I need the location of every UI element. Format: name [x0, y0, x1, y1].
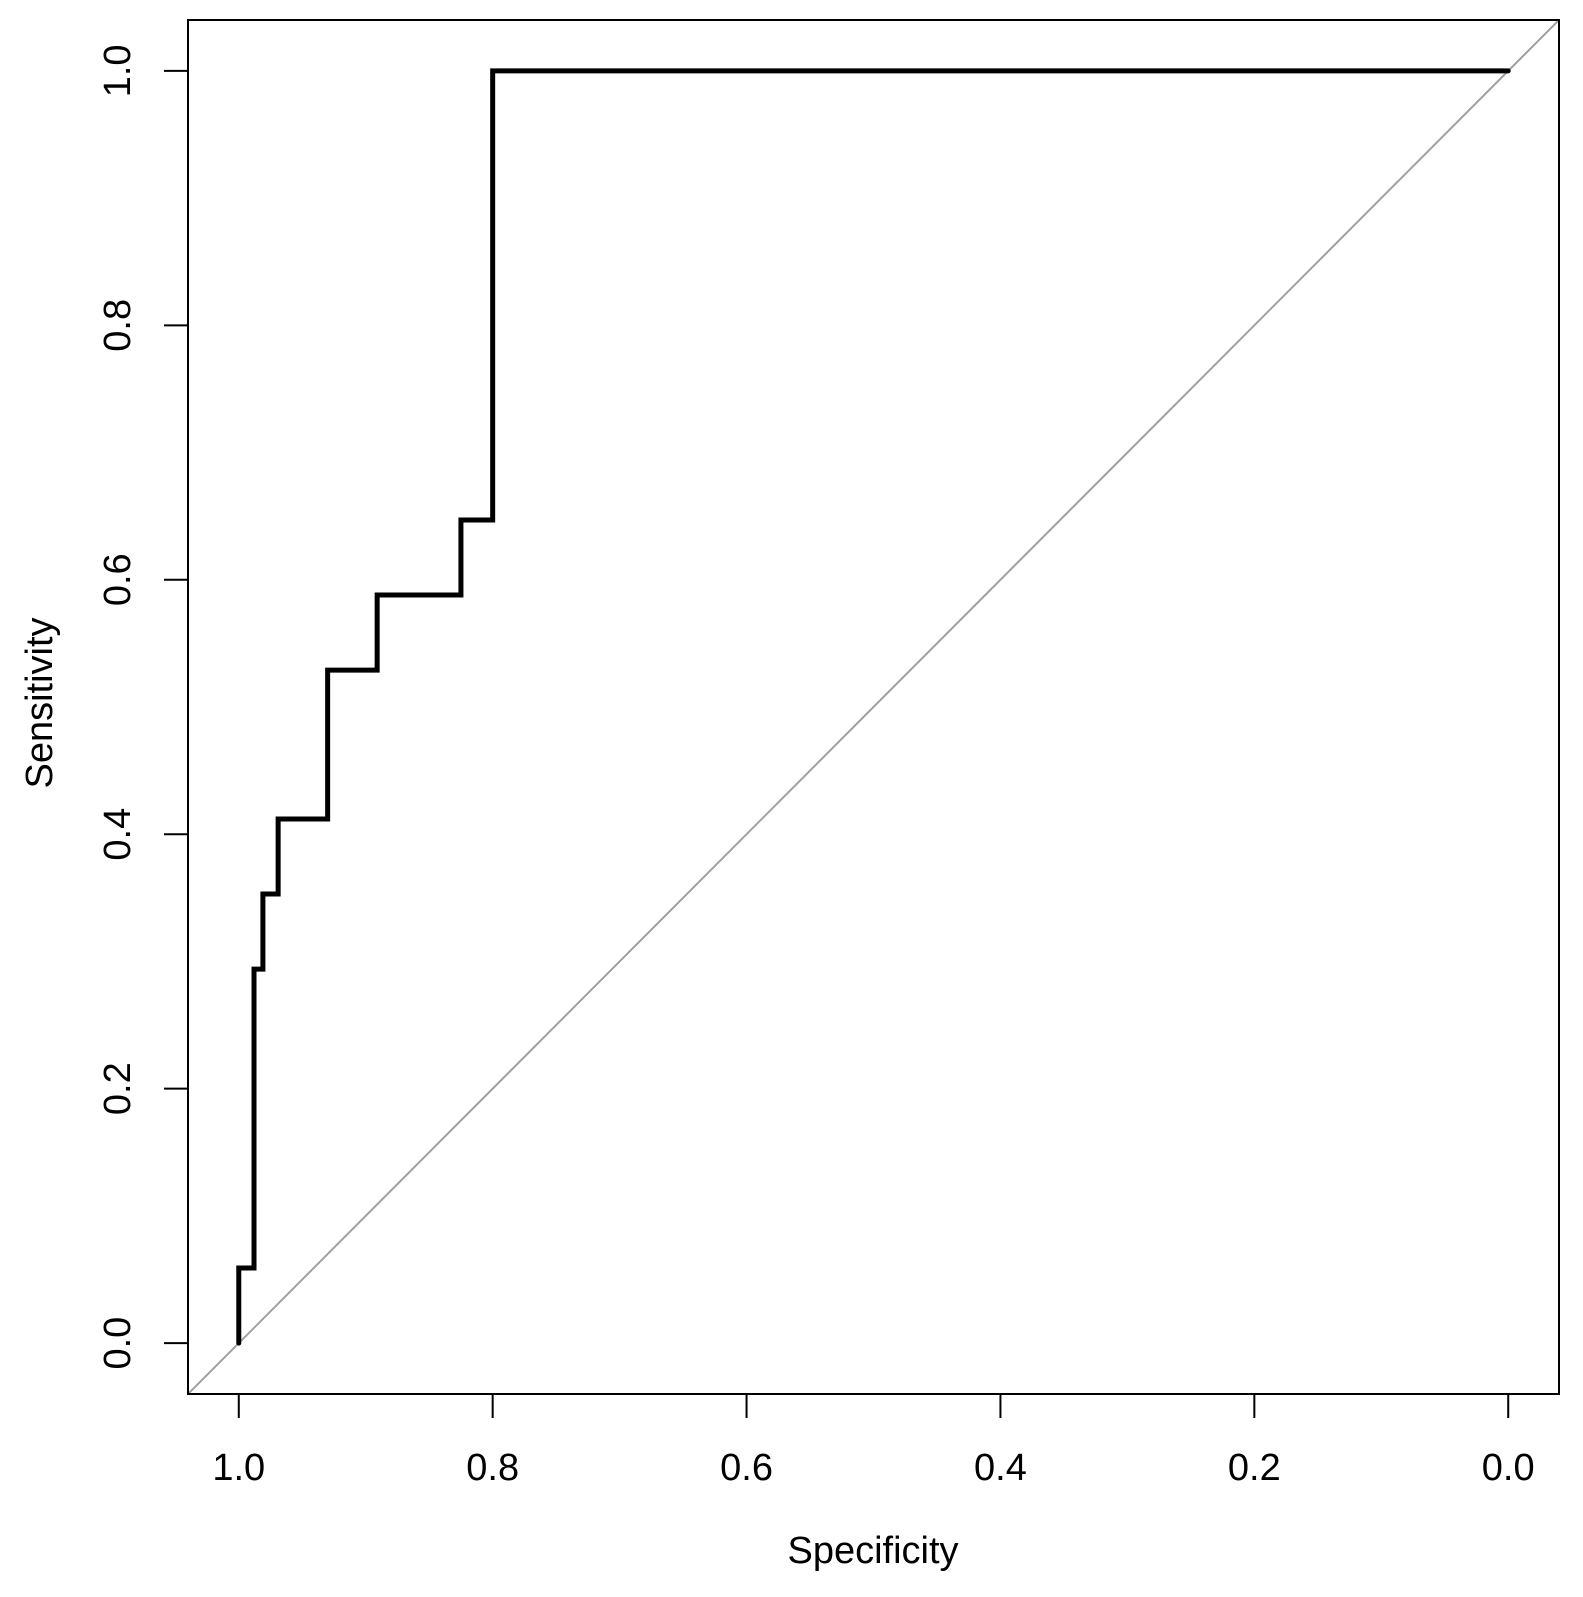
series-layer — [236, 68, 1511, 1346]
y-tick-label: 0.0 — [97, 1317, 139, 1370]
reference-layer — [188, 20, 1559, 1394]
x-axis-title: Specificity — [787, 1530, 958, 1572]
x-tick-label: 0.0 — [1482, 1447, 1535, 1489]
x-tick-label: 0.2 — [1228, 1447, 1281, 1489]
roc-curve-line — [236, 68, 1511, 1346]
y-tick-label: 0.8 — [97, 299, 139, 352]
y-tick-label: 0.2 — [97, 1062, 139, 1115]
y-tick-label: 1.0 — [97, 44, 139, 97]
x-axis: 1.0 0.8 0.6 0.4 0.2 0.0 — [212, 1393, 1535, 1489]
x-tick-label: 0.6 — [720, 1447, 773, 1489]
y-tick-label: 0.6 — [97, 553, 139, 606]
x-tick-label: 0.4 — [974, 1447, 1027, 1489]
x-tick-label: 0.8 — [466, 1447, 519, 1489]
y-axis-title: Sensitivity — [19, 617, 61, 788]
x-tick-label: 1.0 — [212, 1447, 265, 1489]
y-axis: 0.0 0.2 0.4 0.6 0.8 1.0 — [97, 44, 189, 1370]
y-tick-label: 0.4 — [97, 808, 139, 861]
reference-diagonal-line — [188, 20, 1559, 1394]
